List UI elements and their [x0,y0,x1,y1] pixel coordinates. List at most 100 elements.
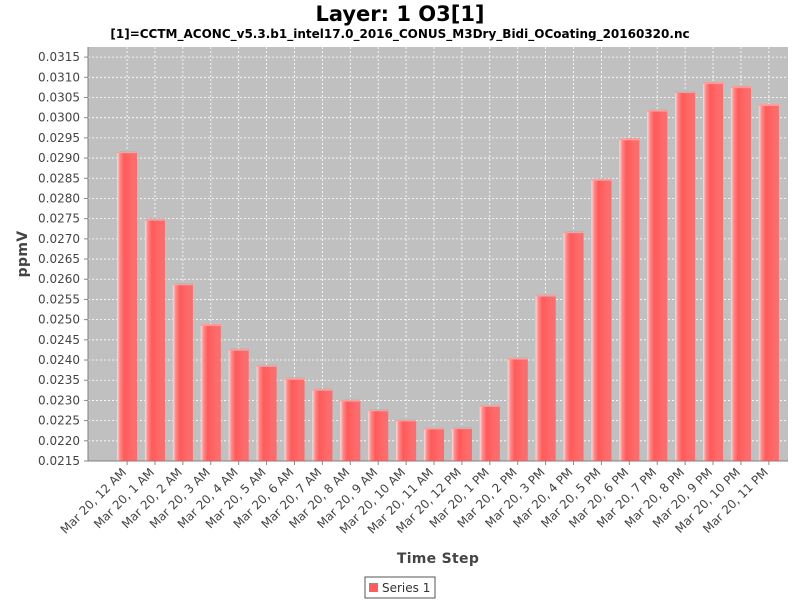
bar [730,86,751,462]
bar [451,427,472,461]
bar-body [144,218,166,461]
bar-body [507,357,528,461]
y-tick-label: 0.0240 [38,353,80,367]
y-tick-label: 0.0300 [38,111,80,125]
bars [117,82,779,462]
y-tick-label: 0.0285 [38,171,80,185]
bar [396,419,417,461]
y-tick-label: 0.0255 [38,292,80,306]
bar [563,231,584,461]
y-tick-label: 0.0215 [38,454,80,468]
bar-top-edge [144,218,166,221]
bar-top-edge [702,82,724,85]
y-tick-label: 0.0230 [38,393,80,407]
bar-top-edge [340,399,361,402]
y-tick-label: 0.0260 [38,272,80,286]
bar-top-edge [758,103,779,106]
bar [200,324,221,461]
bar-top-edge [619,138,640,141]
bar-body [423,427,445,461]
bar [423,427,445,461]
bar [619,138,640,461]
bar-body [647,109,668,461]
y-tick-label: 0.0235 [38,373,80,387]
bar-body [200,324,221,461]
y-tick-label: 0.0270 [38,232,80,246]
y-axis-label: ppmV [15,231,31,278]
y-tick-label: 0.0290 [38,151,80,165]
bar-top-edge [507,357,528,360]
bar-body [312,388,333,461]
y-tick-label: 0.0275 [38,212,80,226]
bar-body [619,138,640,461]
bar [647,109,668,461]
x-axis-label: Time Step [397,551,479,567]
y-tick-label: 0.0265 [38,252,80,266]
bar-top-edge [312,388,333,391]
bar-top-edge [591,178,612,181]
bar-body [479,404,500,461]
bar-top-edge [228,348,249,351]
bar [144,218,166,461]
bar [702,82,724,461]
bar-top-edge [479,404,500,407]
bar-body [396,419,417,461]
y-tick-label: 0.0220 [38,434,80,448]
bar-top-edge [200,324,221,327]
bar-body [228,348,249,461]
bar-body [563,231,584,461]
bar-top-edge [284,377,305,380]
bar [312,388,333,461]
y-tick-label: 0.0245 [38,333,80,347]
legend-swatch [369,583,378,592]
bar-body [368,409,389,461]
bar-body [675,91,696,462]
bar-body [340,399,361,461]
bar [758,103,779,461]
y-tick-label: 0.0315 [38,50,80,64]
axes [87,47,788,462]
bar-body [535,294,556,461]
bar-top-edge [396,419,417,422]
legend-box [364,576,436,599]
y-tick-label: 0.0250 [38,313,80,327]
bar [479,404,500,461]
y-tick-labels: 0.0215 0.0220 0.0225 0.0230 0.0235 0.0240 0.02… [38,50,80,468]
bar-top-edge [423,427,445,430]
bar-top-edge [675,91,696,94]
y-tick-label: 0.0310 [38,70,80,84]
bar-top-edge [563,231,584,234]
bar-body [758,103,779,461]
bar-body [256,364,277,461]
y-tick-label: 0.0280 [38,191,80,205]
bar [675,91,696,462]
bar-top-edge [172,283,193,286]
bar-body [172,283,193,461]
y-tick-label: 0.0225 [38,414,80,428]
legend-label: Series 1 [382,581,430,595]
bar-top-edge [117,151,138,154]
bar-top-edge [535,294,556,297]
y-tick-label: 0.0295 [38,131,80,145]
bar [507,357,528,461]
bar-body [284,377,305,461]
bar [284,377,305,461]
bar [591,178,612,462]
bar [535,294,556,461]
bar-top-edge [730,86,751,89]
bar-body [591,178,612,462]
chart-subtitle: [1]=CCTM_ACONC_v5.3.b1_intel17.0_2016_CO… [110,27,689,42]
bar [117,151,138,461]
y-tick-label: 0.0305 [38,90,80,104]
bar-top-edge [647,109,668,112]
bar-body [117,151,138,461]
bar [256,364,277,461]
bar-body [451,427,472,461]
chart-title: Layer: 1 O3[1] [315,2,484,26]
bar-body [730,86,751,462]
bar-top-edge [256,364,277,367]
bar [172,283,193,461]
